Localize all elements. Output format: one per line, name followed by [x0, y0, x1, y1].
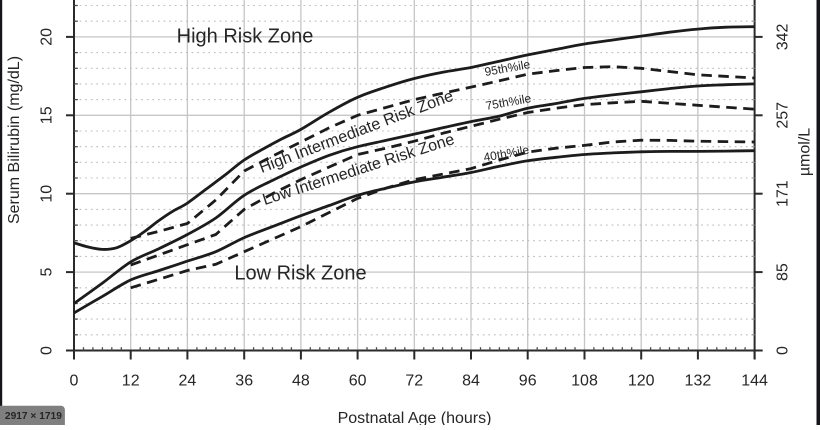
svg-text:96: 96	[519, 373, 537, 390]
svg-text:Low Risk Zone: Low Risk Zone	[234, 263, 366, 285]
svg-text:12: 12	[122, 373, 140, 390]
svg-text:342: 342	[775, 23, 792, 50]
svg-text:10: 10	[39, 185, 56, 203]
svg-text:µmol/L: µmol/L	[797, 128, 814, 176]
svg-text:High Risk Zone: High Risk Zone	[177, 26, 314, 48]
svg-text:2917 × 1719: 2917 × 1719	[5, 411, 62, 422]
svg-text:20: 20	[39, 28, 56, 46]
svg-text:257: 257	[775, 102, 792, 129]
svg-text:24: 24	[179, 373, 197, 390]
svg-text:144: 144	[741, 373, 768, 390]
svg-text:0: 0	[70, 373, 79, 390]
svg-text:Serum Bilirubin (mg/dL): Serum Bilirubin (mg/dL)	[6, 56, 23, 224]
svg-text:15: 15	[39, 106, 56, 124]
svg-text:84: 84	[462, 373, 480, 390]
svg-text:0: 0	[775, 346, 792, 355]
svg-text:36: 36	[235, 373, 253, 390]
svg-text:85: 85	[775, 263, 792, 281]
svg-text:132: 132	[685, 373, 712, 390]
svg-text:72: 72	[405, 373, 423, 390]
svg-text:171: 171	[775, 180, 792, 207]
svg-text:60: 60	[349, 373, 367, 390]
svg-text:48: 48	[292, 373, 310, 390]
svg-text:120: 120	[628, 373, 655, 390]
svg-text:0: 0	[39, 346, 56, 355]
svg-text:108: 108	[571, 373, 598, 390]
svg-text:Postnatal Age (hours): Postnatal Age (hours)	[338, 410, 492, 425]
svg-text:5: 5	[39, 268, 56, 277]
